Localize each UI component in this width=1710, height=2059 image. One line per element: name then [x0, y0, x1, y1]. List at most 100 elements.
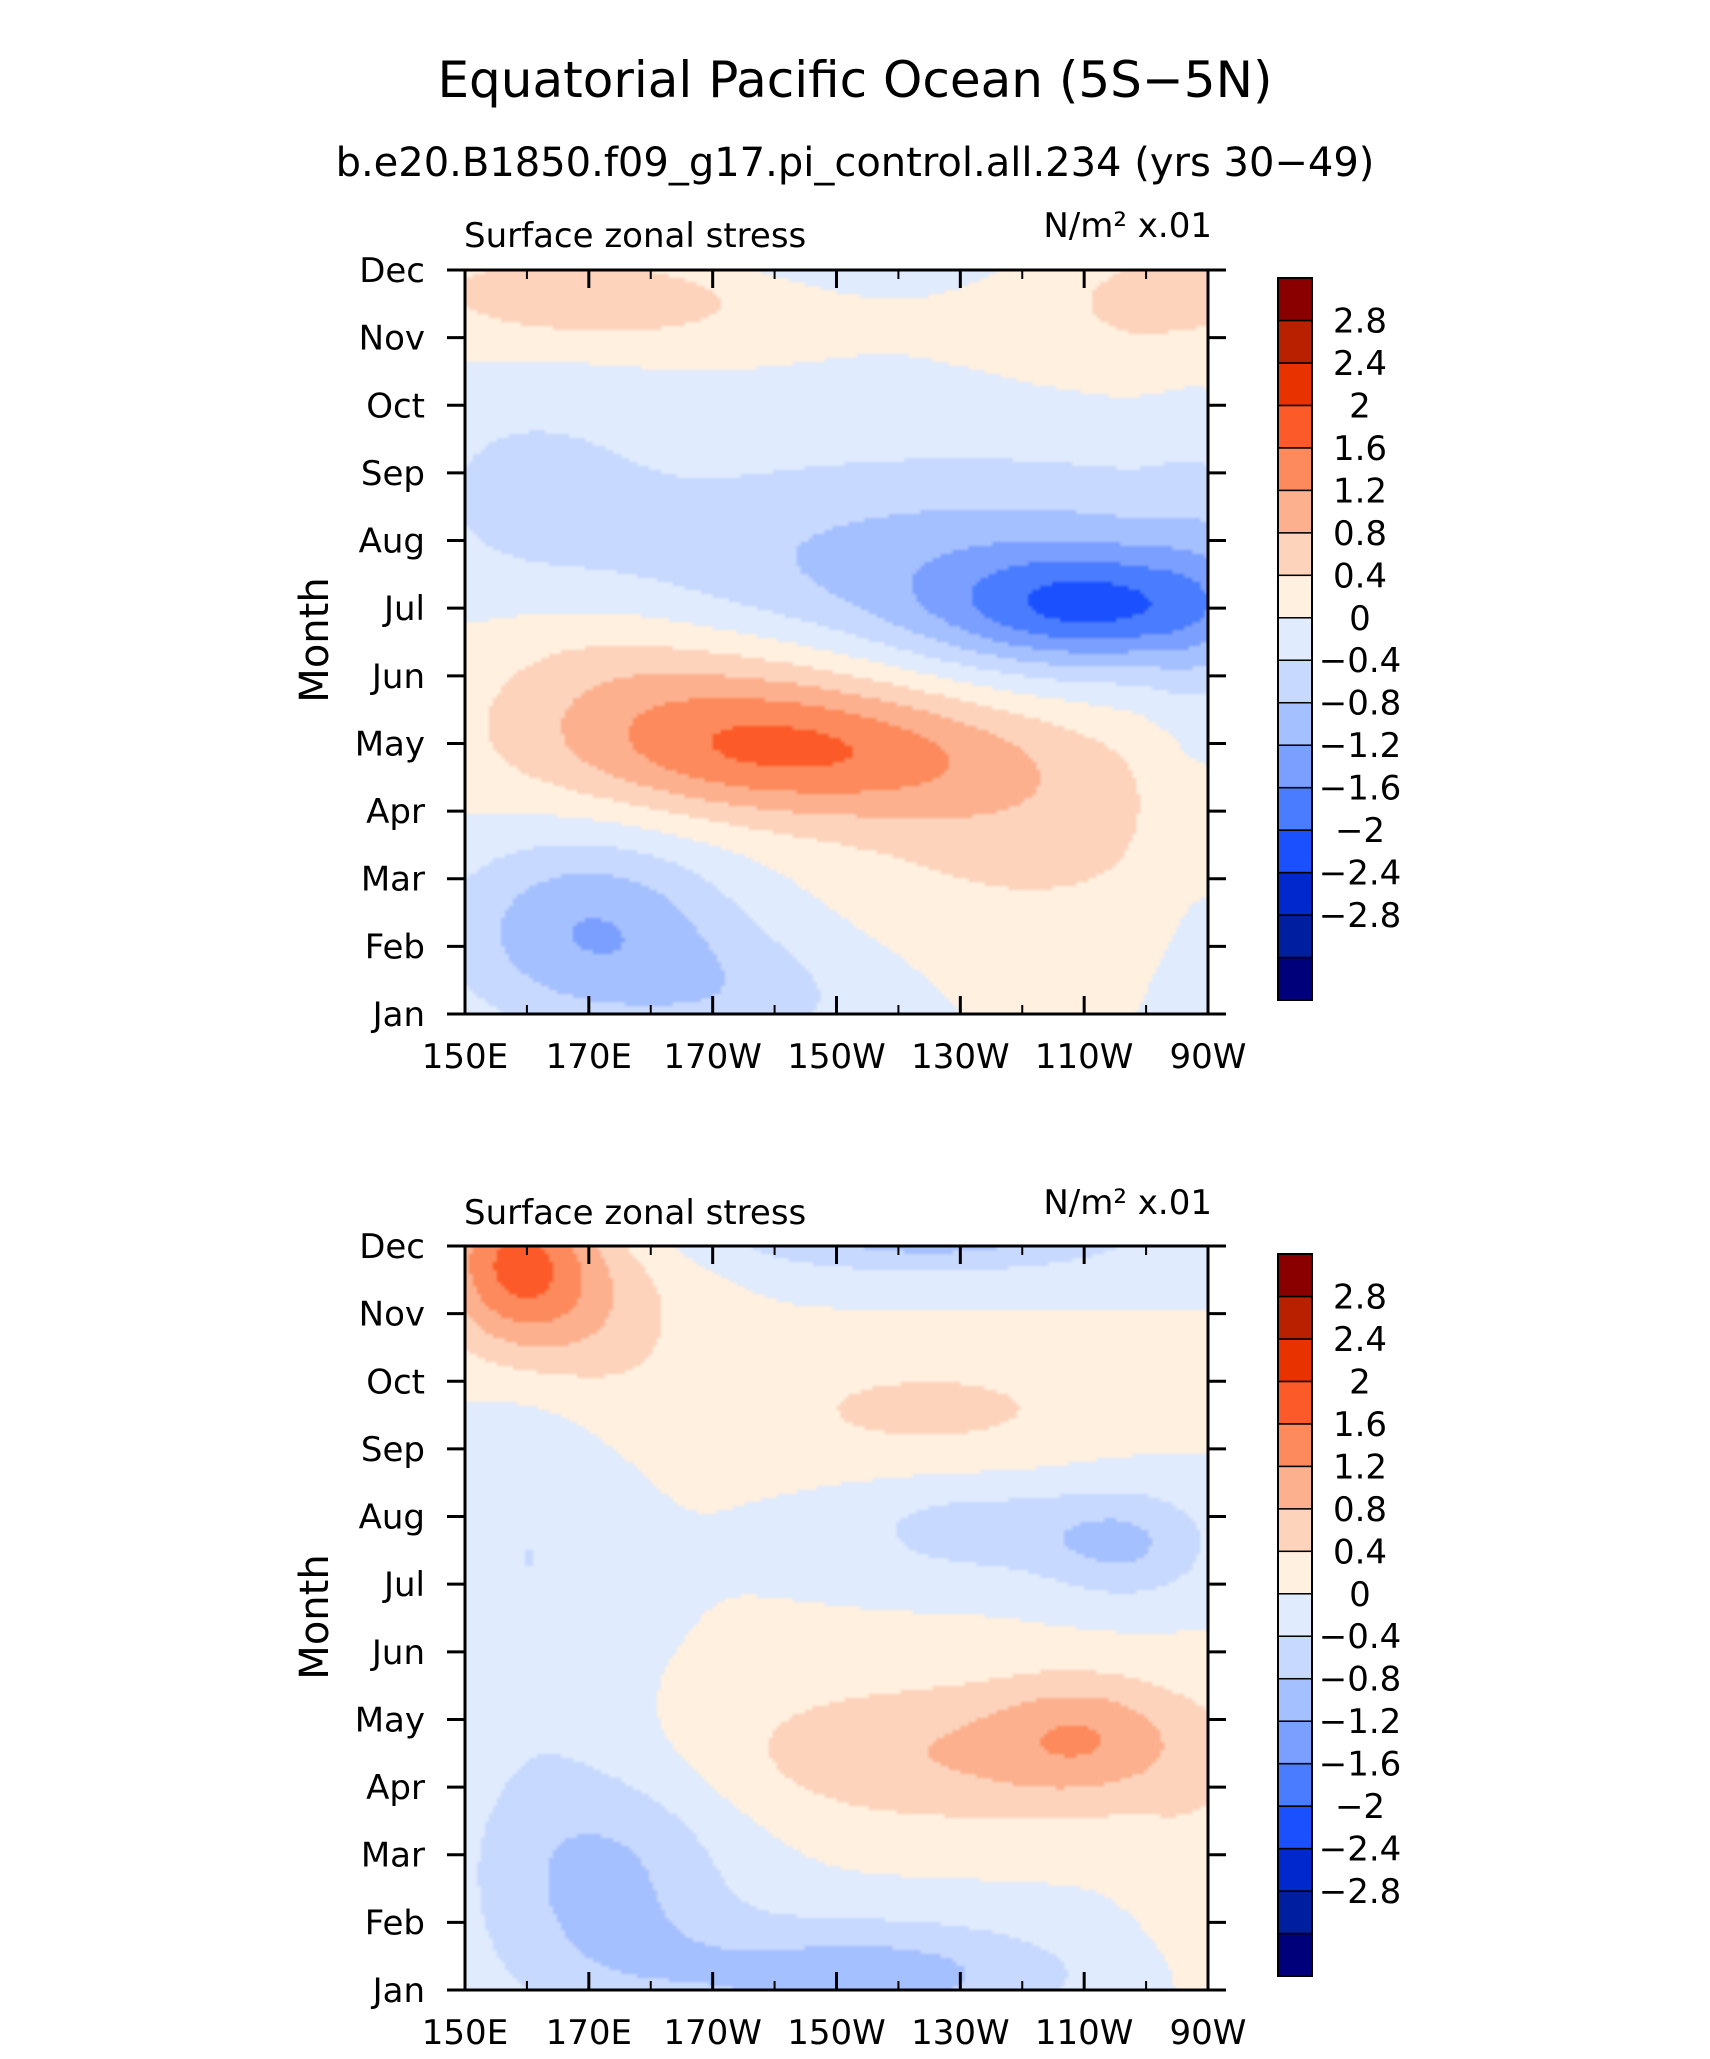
- y-tick-label: Mar: [361, 860, 425, 900]
- colorbar-label: 2.8: [1333, 1277, 1387, 1317]
- figure-subtitle: b.e20.B1850.f09_g17.pi_control.all.234 (…: [336, 140, 1375, 186]
- x-tick-label: 150W: [787, 2013, 886, 2053]
- colorbar-label: −2.4: [1319, 854, 1402, 894]
- colorbar-label: 1.6: [1333, 429, 1387, 469]
- colorbar-swatch: [1277, 489, 1313, 534]
- colorbar-frame: [1277, 277, 1313, 1001]
- colorbar-label: 1.2: [1333, 1447, 1387, 1487]
- panel-2-contour-field: [465, 1246, 1208, 1990]
- y-tick-label: May: [355, 724, 425, 764]
- colorbar-swatch: [1277, 1805, 1313, 1850]
- panel-1-plot-area: 150E 170E 170W 150W 130W 110W 90W Jan Feb Mar Apr M…: [355, 251, 1247, 1077]
- colorbar-swatch: [1277, 1295, 1313, 1340]
- y-tick-label: Mar: [361, 1836, 425, 1876]
- colorbar-label: 2.4: [1333, 344, 1387, 384]
- y-tick-label: Dec: [359, 1227, 425, 1267]
- colorbar-swatch: [1277, 701, 1313, 746]
- colorbar-swatch: [1277, 574, 1313, 619]
- colorbar-swatch: [1277, 1762, 1313, 1807]
- y-tick-label: Nov: [359, 1295, 425, 1335]
- y-tick-label: Dec: [359, 251, 425, 291]
- y-tick-label: May: [355, 1700, 425, 1740]
- x-tick-label: 110W: [1035, 1037, 1134, 1077]
- colorbar-label: −2.4: [1319, 1830, 1402, 1870]
- colorbar-label: −2: [1335, 811, 1385, 851]
- colorbar-swatch: [1277, 1932, 1313, 1977]
- y-tick-label: Aug: [359, 522, 425, 562]
- colorbar-label: 0.4: [1333, 556, 1387, 596]
- colorbar-label: −2.8: [1319, 896, 1402, 936]
- y-tick-label: Jul: [382, 589, 425, 629]
- colorbar-swatch: [1277, 1380, 1313, 1425]
- colorbar-label: −2.8: [1319, 1872, 1402, 1912]
- colorbar-label: 0.4: [1333, 1532, 1387, 1572]
- y-tick-label: Oct: [366, 386, 425, 426]
- colorbar-swatch: [1277, 362, 1313, 407]
- colorbar-swatch: [1277, 1847, 1313, 1892]
- colorbar-swatch: [1277, 1890, 1313, 1935]
- colorbar-swatch: [1277, 1550, 1313, 1595]
- colorbar-1: 2.82.421.61.20.80.40−0.4−0.8−1.2−1.6−2−2…: [1277, 277, 1402, 1001]
- x-tick-label: 170W: [663, 2013, 762, 2053]
- y-tick-label: Apr: [366, 1768, 425, 1808]
- x-tick-label: 110W: [1035, 2013, 1134, 2053]
- colorbar-label: −1.2: [1319, 726, 1402, 766]
- colorbar-swatch: [1277, 1253, 1313, 1298]
- x-tick-label: 170E: [546, 2013, 632, 2053]
- colorbar-label: −0.4: [1319, 641, 1402, 681]
- colorbar-swatch: [1277, 617, 1313, 661]
- colorbar-frame: [1277, 1253, 1313, 1977]
- colorbar-swatch: [1277, 1720, 1313, 1765]
- colorbar-label: 0.8: [1333, 514, 1387, 554]
- colorbar-label: −1.6: [1319, 1745, 1402, 1785]
- colorbar-swatch: [1277, 956, 1313, 1001]
- panel-1-left-label: Surface zonal stress: [464, 216, 806, 256]
- panel-2-plot-area: 150E 170E 170W 150W 130W 110W 90W Jan Feb Mar Apr M…: [355, 1227, 1247, 2053]
- colorbar-swatch: [1277, 829, 1313, 874]
- x-tick-label: 170W: [663, 1037, 762, 1077]
- colorbar-swatch: [1277, 1423, 1313, 1468]
- colorbar-label: 1.6: [1333, 1405, 1387, 1445]
- colorbar-label: −1.2: [1319, 1702, 1402, 1742]
- panel-2-axes: 150E 170E 170W 150W 130W 110W 90W Jan Feb Mar Apr M…: [355, 1227, 1247, 2053]
- colorbar-swatch: [1277, 319, 1313, 364]
- x-tick-label: 90W: [1170, 1037, 1247, 1077]
- panel-1-ylabel: Month: [292, 577, 338, 702]
- colorbar-swatch: [1277, 871, 1313, 916]
- colorbar-label: −0.8: [1319, 684, 1402, 724]
- colorbar-swatch: [1277, 1508, 1313, 1553]
- colorbar-swatch: [1277, 786, 1313, 831]
- y-tick-label: Aug: [359, 1498, 425, 1538]
- colorbar-label: 1.2: [1333, 471, 1387, 511]
- panel-1-units-label: N/m² x.01: [1043, 206, 1212, 246]
- colorbar-swatch: [1277, 1593, 1313, 1637]
- x-tick-label: 150E: [422, 2013, 508, 2053]
- x-tick-label: 170E: [546, 1037, 632, 1077]
- colorbar-swatch: [1277, 1465, 1313, 1510]
- colorbar-swatch: [1277, 532, 1313, 577]
- panel-2: Surface zonal stress N/m² x.01 Month 150…: [292, 1183, 1246, 2053]
- colorbar-label: −0.4: [1319, 1617, 1402, 1657]
- y-tick-label: Feb: [365, 1903, 425, 1943]
- colorbar-label: 0: [1349, 1575, 1371, 1615]
- y-tick-label: Jan: [371, 1971, 425, 2011]
- colorbar-label: 2: [1349, 386, 1371, 426]
- figure-title: Equatorial Pacific Ocean (5S−5N): [437, 51, 1272, 109]
- colorbar-label: 2: [1349, 1362, 1371, 1402]
- panel-1: Surface zonal stress N/m² x.01 Month 150…: [292, 206, 1246, 1077]
- x-tick-label: 130W: [911, 2013, 1010, 2053]
- colorbar-swatch: [1277, 1677, 1313, 1722]
- colorbar-swatch: [1277, 1635, 1313, 1680]
- colorbar-label: 0.8: [1333, 1490, 1387, 1530]
- y-tick-label: Apr: [366, 792, 425, 832]
- y-tick-label: Nov: [359, 319, 425, 359]
- y-tick-label: Jul: [382, 1565, 425, 1605]
- colorbar-2: 2.82.421.61.20.80.40−0.4−0.8−1.2−1.6−2−2…: [1277, 1253, 1402, 1977]
- panel-1-contour-field: [465, 270, 1208, 1014]
- y-tick-label: Sep: [361, 1430, 425, 1470]
- colorbar-label: −1.6: [1319, 769, 1402, 809]
- panel-1-axes: 150E 170E 170W 150W 130W 110W 90W Jan Feb Mar Apr M…: [355, 251, 1247, 1077]
- panel-2-ylabel: Month: [292, 1554, 338, 1679]
- colorbar-label: 0: [1349, 599, 1371, 639]
- y-tick-label: Jun: [370, 1633, 425, 1673]
